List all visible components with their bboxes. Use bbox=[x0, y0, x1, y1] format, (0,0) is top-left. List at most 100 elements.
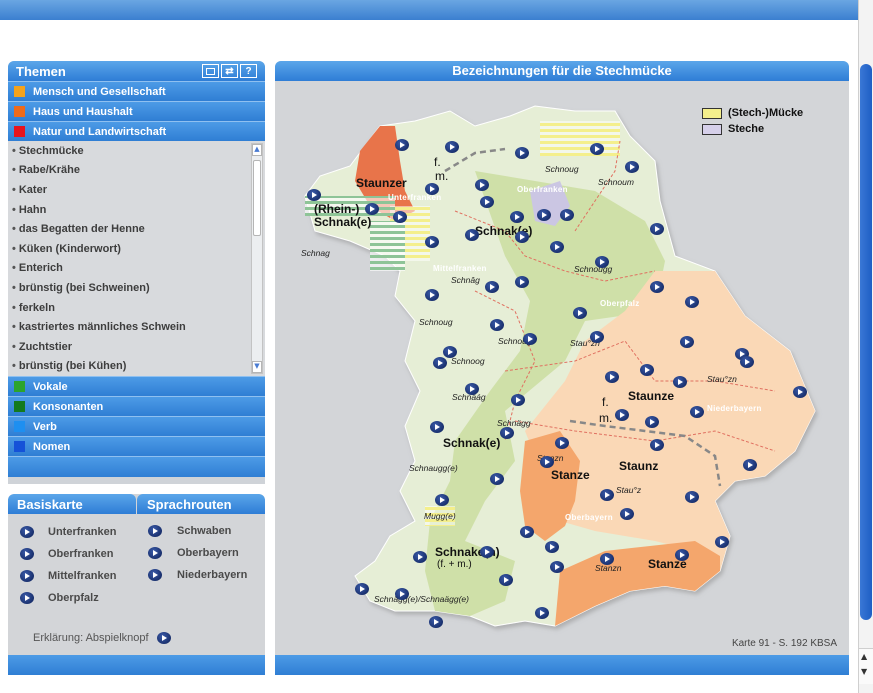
play-icon[interactable] bbox=[465, 383, 479, 395]
refresh-icon[interactable]: ⇄ bbox=[221, 64, 238, 78]
region-button-niederbayern[interactable]: Niederbayern bbox=[148, 564, 247, 586]
play-icon[interactable] bbox=[740, 356, 754, 368]
list-scroll-down-icon[interactable]: ▼ bbox=[252, 361, 262, 373]
play-icon[interactable] bbox=[425, 289, 439, 301]
list-item[interactable]: brünstig (bei Kühen) bbox=[8, 357, 265, 377]
play-icon[interactable] bbox=[620, 508, 634, 520]
play-icon[interactable] bbox=[685, 296, 699, 308]
category-haus-und-haushalt[interactable]: Haus und Haushalt bbox=[8, 101, 265, 121]
play-icon[interactable] bbox=[490, 319, 504, 331]
play-icon[interactable] bbox=[20, 570, 34, 582]
play-icon[interactable] bbox=[650, 281, 664, 293]
category-verb[interactable]: Verb bbox=[8, 416, 265, 436]
region-button-unterfranken[interactable]: Unterfranken bbox=[20, 521, 116, 543]
play-icon[interactable] bbox=[429, 616, 443, 628]
play-icon[interactable] bbox=[537, 209, 551, 221]
list-item[interactable]: Hahn bbox=[8, 200, 265, 220]
play-icon[interactable] bbox=[443, 346, 457, 358]
play-icon[interactable] bbox=[680, 336, 694, 348]
play-icon[interactable] bbox=[480, 196, 494, 208]
category-nomen[interactable]: Nomen bbox=[8, 436, 265, 456]
play-icon[interactable] bbox=[650, 439, 664, 451]
play-icon[interactable] bbox=[393, 211, 407, 223]
play-icon[interactable] bbox=[600, 489, 614, 501]
list-item[interactable]: Kater bbox=[8, 180, 265, 200]
play-icon[interactable] bbox=[573, 307, 587, 319]
list-item[interactable]: kastriertes männliches Schwein bbox=[8, 317, 265, 337]
play-icon[interactable] bbox=[365, 203, 379, 215]
play-icon[interactable] bbox=[743, 459, 757, 471]
play-icon[interactable] bbox=[540, 456, 554, 468]
play-icon[interactable] bbox=[148, 547, 162, 559]
page-scrollbar[interactable]: ▲ ▼ bbox=[858, 0, 873, 693]
play-icon[interactable] bbox=[413, 551, 427, 563]
play-icon[interactable] bbox=[673, 376, 687, 388]
play-icon[interactable] bbox=[590, 143, 604, 155]
region-button-oberpfalz[interactable]: Oberpfalz bbox=[20, 587, 116, 609]
window-icon[interactable] bbox=[202, 64, 219, 78]
scroll-up-icon[interactable]: ▲ bbox=[861, 652, 868, 661]
list-item[interactable]: brünstig (bei Schweinen) bbox=[8, 278, 265, 298]
list-item[interactable]: Enterich bbox=[8, 259, 265, 279]
tab-sprachrouten[interactable]: Sprachrouten bbox=[137, 494, 265, 514]
play-icon[interactable] bbox=[433, 357, 447, 369]
play-icon[interactable] bbox=[560, 209, 574, 221]
play-icon[interactable] bbox=[545, 541, 559, 553]
play-icon[interactable] bbox=[523, 333, 537, 345]
play-icon[interactable] bbox=[685, 491, 699, 503]
play-icon[interactable] bbox=[307, 189, 321, 201]
play-icon[interactable] bbox=[650, 223, 664, 235]
play-icon[interactable] bbox=[425, 236, 439, 248]
play-icon[interactable] bbox=[535, 607, 549, 619]
category-natur-und-landwirtschaft[interactable]: Natur und Landwirtschaft bbox=[8, 121, 265, 141]
list-item[interactable]: Rabe/Krähe bbox=[8, 161, 265, 181]
list-scrollbar[interactable]: ▲ ▼ bbox=[251, 143, 263, 374]
play-icon[interactable] bbox=[395, 139, 409, 151]
region-button-oberfranken[interactable]: Oberfranken bbox=[20, 543, 116, 565]
play-icon[interactable] bbox=[600, 553, 614, 565]
tab-basiskarte[interactable]: Basiskarte bbox=[8, 494, 136, 514]
play-icon[interactable] bbox=[793, 386, 807, 398]
play-icon[interactable] bbox=[515, 147, 529, 159]
play-icon[interactable] bbox=[590, 331, 604, 343]
play-icon[interactable] bbox=[615, 409, 629, 421]
category-vokale[interactable]: Vokale bbox=[8, 376, 265, 396]
list-item[interactable]: Küken (Kinderwort) bbox=[8, 239, 265, 259]
play-icon[interactable] bbox=[715, 536, 729, 548]
play-icon[interactable] bbox=[500, 427, 514, 439]
play-icon[interactable] bbox=[605, 371, 619, 383]
play-icon[interactable] bbox=[555, 437, 569, 449]
scrollbar-thumb[interactable] bbox=[860, 64, 872, 620]
play-icon[interactable] bbox=[148, 525, 162, 537]
list-item[interactable]: Zuchtstier bbox=[8, 337, 265, 357]
play-icon[interactable] bbox=[510, 211, 524, 223]
category-mensch-und-gesellschaft[interactable]: Mensch und Gesellschaft bbox=[8, 81, 265, 101]
region-button-oberbayern[interactable]: Oberbayern bbox=[148, 542, 247, 564]
play-icon[interactable] bbox=[20, 548, 34, 560]
play-icon[interactable] bbox=[435, 494, 449, 506]
scrollbar-buttons[interactable]: ▲ ▼ bbox=[859, 648, 873, 684]
play-icon[interactable] bbox=[490, 473, 504, 485]
play-icon[interactable] bbox=[20, 526, 34, 538]
help-icon[interactable]: ? bbox=[240, 64, 257, 78]
list-scroll-thumb[interactable] bbox=[253, 160, 261, 236]
play-icon[interactable] bbox=[550, 241, 564, 253]
play-icon[interactable] bbox=[520, 526, 534, 538]
play-icon[interactable] bbox=[148, 569, 162, 581]
category-konsonanten[interactable]: Konsonanten bbox=[8, 396, 265, 416]
play-icon[interactable] bbox=[355, 583, 369, 595]
play-icon[interactable] bbox=[485, 281, 499, 293]
play-icon[interactable] bbox=[425, 183, 439, 195]
play-icon[interactable] bbox=[475, 179, 489, 191]
play-icon[interactable] bbox=[515, 231, 529, 243]
play-icon[interactable] bbox=[465, 229, 479, 241]
play-icon[interactable] bbox=[690, 406, 704, 418]
play-icon[interactable] bbox=[515, 276, 529, 288]
play-icon[interactable] bbox=[625, 161, 639, 173]
play-icon[interactable] bbox=[675, 549, 689, 561]
list-item[interactable]: das Begatten der Henne bbox=[8, 219, 265, 239]
scroll-down-icon[interactable]: ▼ bbox=[861, 667, 868, 676]
play-icon[interactable] bbox=[445, 141, 459, 153]
play-icon[interactable] bbox=[156, 632, 171, 644]
play-icon[interactable] bbox=[20, 592, 34, 604]
